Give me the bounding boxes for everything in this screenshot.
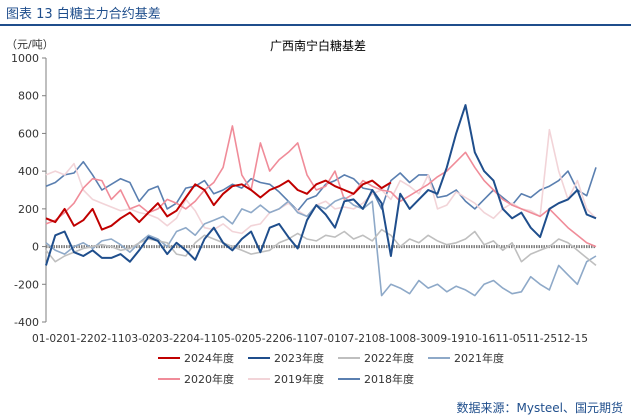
series-line-2023 (45, 104, 597, 266)
legend-label-2023: 2023年度 (274, 351, 324, 365)
legend-label-2020: 2020年度 (184, 372, 234, 386)
y-tick-label: 1000 (11, 52, 39, 65)
y-tick-label: 600 (18, 127, 39, 140)
y-tick-label: -200 (14, 278, 39, 291)
series-line-2024 (45, 179, 392, 231)
y-tick-label: 400 (18, 165, 39, 178)
series-line-2022 (45, 228, 597, 267)
series-line-2020 (45, 125, 597, 248)
axes: 1000 800 600 400 200 0 -200 -400 (11, 52, 596, 329)
y-tick-label: -400 (14, 316, 39, 329)
figure-header: 图表 13 白糖主力合约基差 (0, 0, 631, 26)
legend: 2024年度 2023年度 2022年度 2021年度 2020年度 2019年度 2018… (158, 351, 504, 386)
series-line-2018 (45, 160, 597, 212)
data-source: 数据来源：Mysteel、国元期货 (456, 401, 623, 415)
y-tick-label: 800 (18, 90, 39, 103)
legend-label-2024: 2024年度 (184, 351, 234, 365)
legend-label-2022: 2022年度 (364, 351, 414, 365)
figure-title: 图表 13 白糖主力合约基差 (6, 7, 161, 22)
legend-label-2019: 2019年度 (274, 372, 324, 386)
legend-label-2021: 2021年度 (454, 351, 504, 365)
series-line-2019 (45, 128, 597, 235)
legend-label-2018: 2018年度 (364, 372, 414, 386)
x-tick-labels: 01-0201-2202-1103-0203-2204-1105-0205-22… (32, 332, 588, 345)
y-tick-label: 200 (18, 203, 39, 216)
y-tick-label: 0 (32, 241, 39, 254)
chart-title: 广西南宁白糖基差 (270, 38, 366, 53)
series-group (45, 104, 597, 297)
y-axis-label: （元/吨） (6, 38, 54, 51)
